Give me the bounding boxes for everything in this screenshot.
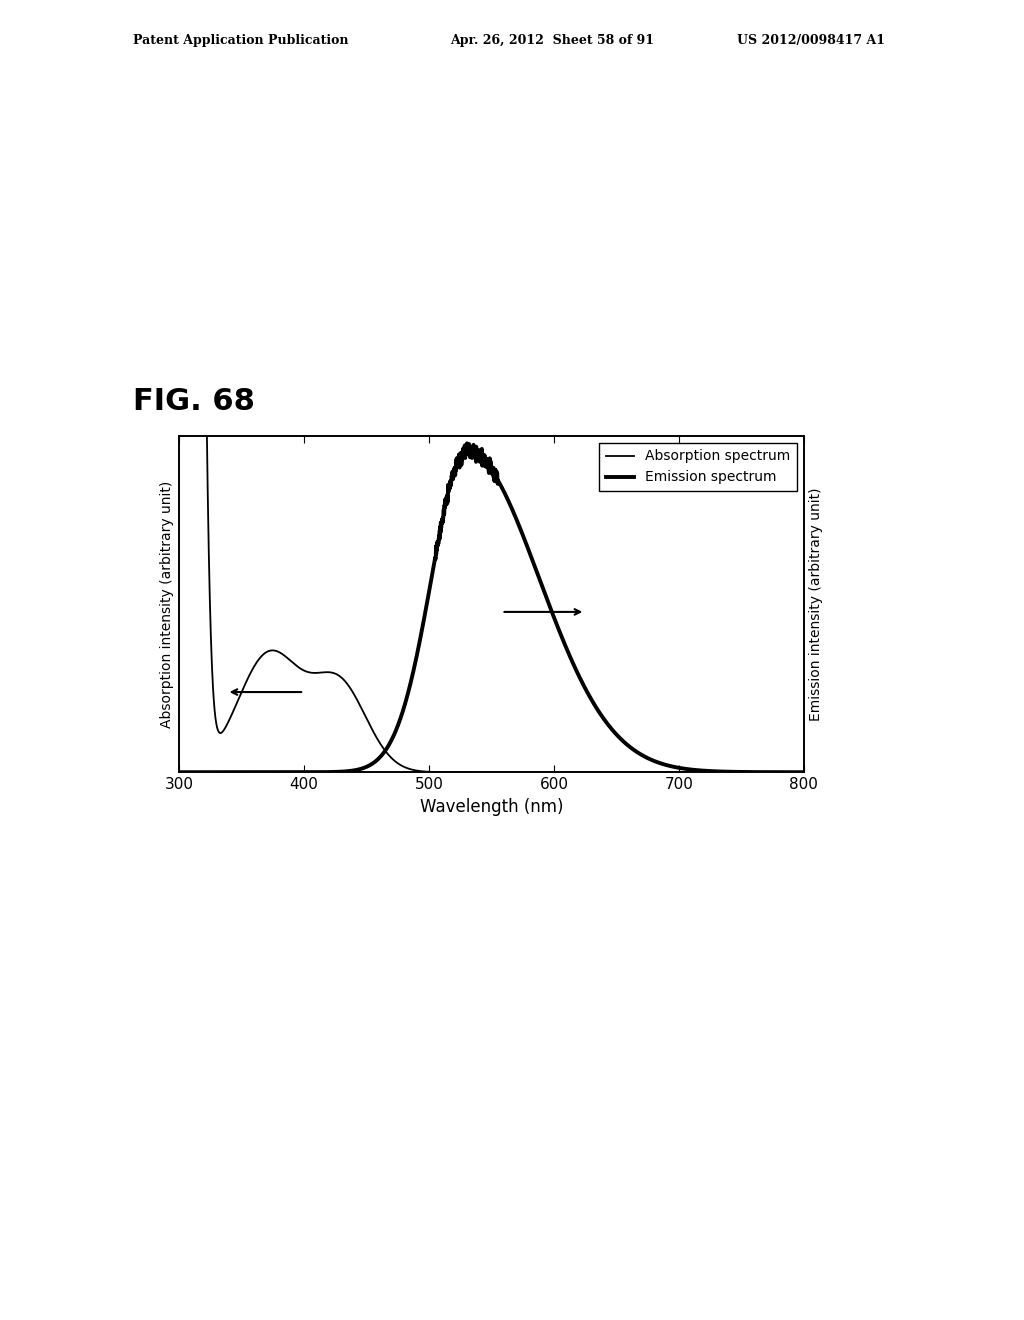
Emission spectrum: [439, 495, 452, 511]
Absorption spectrum: [785, 764, 798, 780]
Text: Apr. 26, 2012  Sheet 58 of 91: Apr. 26, 2012 Sheet 58 of 91: [451, 34, 654, 48]
Absorption spectrum: [282, 651, 294, 667]
Emission spectrum: [245, 764, 257, 780]
Absorption spectrum: [798, 764, 810, 780]
Line: Absorption spectrum: Absorption spectrum: [179, 0, 804, 772]
Absorption spectrum: [440, 764, 453, 780]
Emission spectrum: [173, 764, 185, 780]
Emission spectrum: [785, 764, 798, 780]
Absorption spectrum: [413, 763, 425, 779]
Emission spectrum: [413, 639, 425, 655]
X-axis label: Wavelength (nm): Wavelength (nm): [420, 797, 563, 816]
Legend: Absorption spectrum, Emission spectrum: Absorption spectrum, Emission spectrum: [599, 442, 797, 491]
Line: Emission spectrum: Emission spectrum: [179, 444, 804, 772]
Text: US 2012/0098417 A1: US 2012/0098417 A1: [737, 34, 886, 48]
Absorption spectrum: [719, 764, 731, 780]
Y-axis label: Emission intensity (arbitrary unit): Emission intensity (arbitrary unit): [809, 487, 823, 721]
Absorption spectrum: [245, 665, 257, 681]
Text: FIG. 68: FIG. 68: [133, 387, 255, 416]
Emission spectrum: [282, 764, 294, 780]
Emission spectrum: [798, 764, 810, 780]
Y-axis label: Absorption intensity (arbitrary unit): Absorption intensity (arbitrary unit): [160, 480, 174, 727]
Emission spectrum: [719, 764, 731, 780]
Emission spectrum: [461, 436, 473, 451]
Text: Patent Application Publication: Patent Application Publication: [133, 34, 348, 48]
